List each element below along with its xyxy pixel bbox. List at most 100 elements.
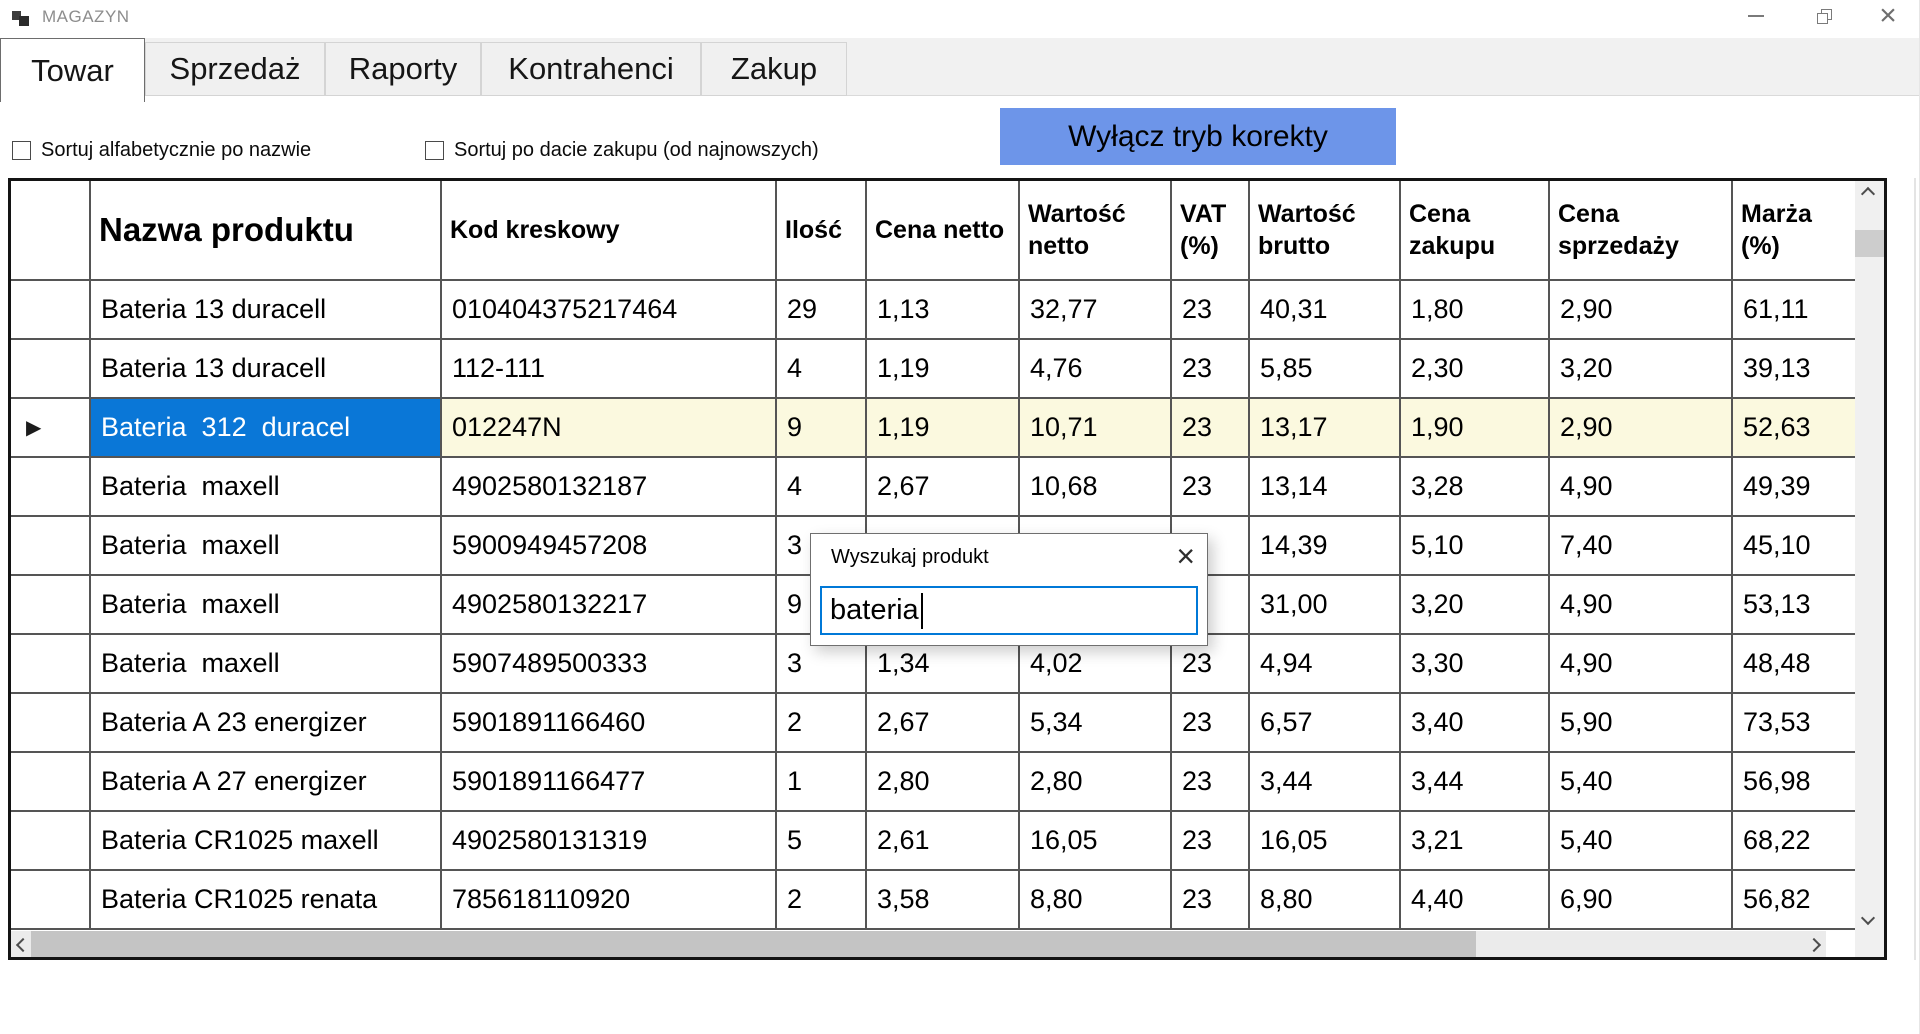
restore-button[interactable] xyxy=(1801,0,1847,32)
tab-sprzedaz[interactable]: Sprzedaż xyxy=(145,42,325,96)
tab-zakup[interactable]: Zakup xyxy=(701,42,847,96)
cell-wartosc-brutto[interactable]: 3,44 xyxy=(1250,753,1401,810)
cell-cena-zakupu[interactable]: 4,40 xyxy=(1401,871,1550,928)
cell-wartosc-brutto[interactable]: 13,17 xyxy=(1250,399,1401,456)
cell-cena-sprzedazy[interactable]: 5,40 xyxy=(1550,812,1733,869)
row-header-cell[interactable] xyxy=(11,694,91,751)
cell-cena-zakupu[interactable]: 2,30 xyxy=(1401,340,1550,397)
row-header-cell[interactable] xyxy=(11,576,91,633)
cell-cena-netto[interactable]: 1,19 xyxy=(867,399,1020,456)
cell-cena-sprzedazy[interactable]: 5,90 xyxy=(1550,694,1733,751)
cell-cena-netto[interactable]: 2,80 xyxy=(867,753,1020,810)
header-row-selector[interactable] xyxy=(11,181,91,279)
cell-marza[interactable]: 53,13 xyxy=(1743,589,1811,619)
vertical-scrollbar-thumb[interactable] xyxy=(1855,230,1884,257)
cell-cena-zakupu[interactable]: 1,90 xyxy=(1401,399,1550,456)
row-header-cell[interactable] xyxy=(11,517,91,574)
horizontal-scrollbar-thumb[interactable] xyxy=(31,931,1476,957)
row-header-cell[interactable]: ▶ xyxy=(11,399,91,456)
cell-marza[interactable]: 45,10 xyxy=(1743,530,1811,560)
cell-nazwa-produktu[interactable]: Bateria 13 duracell xyxy=(91,281,442,338)
close-button[interactable]: × xyxy=(1879,0,1897,32)
search-input[interactable]: bateria xyxy=(820,586,1198,635)
cell-wartosc-netto[interactable]: 10,68 xyxy=(1020,458,1172,515)
cell-ilosc[interactable]: 1 xyxy=(777,753,867,810)
cell-wartosc-brutto[interactable]: 14,39 xyxy=(1250,517,1401,574)
cell-wartosc-brutto[interactable]: 8,80 xyxy=(1250,871,1401,928)
header-cena-sprzedazy[interactable]: Cena sprzedaży xyxy=(1550,181,1733,279)
cell-nazwa-produktu[interactable]: Bateria CR1025 maxell xyxy=(91,812,442,869)
cell-nazwa-produktu[interactable]: Bateria 312 duracel xyxy=(91,399,442,456)
cell-cena-netto[interactable]: 3,58 xyxy=(867,871,1020,928)
cell-ilosc[interactable]: 2 xyxy=(777,871,867,928)
cell-vat[interactable]: 23 xyxy=(1172,340,1250,397)
header-vat[interactable]: VAT (%) xyxy=(1172,181,1250,279)
row-header-cell[interactable] xyxy=(11,340,91,397)
cell-cena-netto[interactable]: 2,67 xyxy=(867,458,1020,515)
cell-marza[interactable]: 56,82 xyxy=(1743,884,1811,914)
table-row[interactable]: ▶ Bateria 312 duracel 012247N 9 1,19 10,… xyxy=(11,399,1884,458)
row-header-cell[interactable] xyxy=(11,871,91,928)
disable-correction-mode-button[interactable]: Wyłącz tryb korekty xyxy=(1000,108,1396,165)
header-cena-netto[interactable]: Cena netto xyxy=(867,181,1020,279)
cell-vat[interactable]: 23 xyxy=(1172,753,1250,810)
row-header-cell[interactable] xyxy=(11,635,91,692)
cell-cena-zakupu[interactable]: 3,21 xyxy=(1401,812,1550,869)
cell-wartosc-brutto[interactable]: 16,05 xyxy=(1250,812,1401,869)
cell-wartosc-netto[interactable]: 4,02 xyxy=(1020,635,1172,692)
cell-kod-kreskowy[interactable]: 785618110920 xyxy=(442,871,777,928)
cell-wartosc-netto[interactable]: 2,80 xyxy=(1020,753,1172,810)
cell-vat[interactable]: 23 xyxy=(1172,281,1250,338)
cell-nazwa-produktu[interactable]: Bateria maxell xyxy=(91,458,442,515)
cell-cena-zakupu[interactable]: 3,44 xyxy=(1401,753,1550,810)
cell-vat[interactable]: 23 xyxy=(1172,458,1250,515)
cell-vat[interactable]: 23 xyxy=(1172,812,1250,869)
cell-nazwa-produktu[interactable]: Bateria maxell xyxy=(91,635,442,692)
minimize-button[interactable] xyxy=(1733,0,1779,32)
cell-ilosc[interactable]: 3 xyxy=(777,635,867,692)
cell-cena-sprzedazy[interactable]: 4,90 xyxy=(1550,458,1733,515)
cell-nazwa-produktu[interactable]: Bateria A 27 energizer xyxy=(91,753,442,810)
cell-cena-zakupu[interactable]: 1,80 xyxy=(1401,281,1550,338)
table-row[interactable]: Bateria A 27 energizer 5901891166477 1 2… xyxy=(11,753,1884,812)
cell-wartosc-netto[interactable]: 16,05 xyxy=(1020,812,1172,869)
header-nazwa-produktu[interactable]: Nazwa produktu xyxy=(91,181,442,279)
cell-cena-sprzedazy[interactable]: 4,90 xyxy=(1550,576,1733,633)
cell-vat[interactable]: 23 xyxy=(1172,871,1250,928)
cell-ilosc[interactable]: 29 xyxy=(777,281,867,338)
header-cena-zakupu[interactable]: Cena zakupu xyxy=(1401,181,1550,279)
cell-cena-sprzedazy[interactable]: 7,40 xyxy=(1550,517,1733,574)
sort-by-date-checkbox[interactable]: Sortuj po dacie zakupu (od najnowszych) xyxy=(425,138,819,162)
cell-cena-sprzedazy[interactable]: 4,90 xyxy=(1550,635,1733,692)
cell-wartosc-brutto[interactable]: 13,14 xyxy=(1250,458,1401,515)
cell-cena-sprzedazy[interactable]: 3,20 xyxy=(1550,340,1733,397)
cell-cena-zakupu[interactable]: 5,10 xyxy=(1401,517,1550,574)
cell-kod-kreskowy[interactable]: 4902580132187 xyxy=(442,458,777,515)
cell-cena-zakupu[interactable]: 3,20 xyxy=(1401,576,1550,633)
cell-ilosc[interactable]: 2 xyxy=(777,694,867,751)
cell-marza[interactable]: 48,48 xyxy=(1743,648,1811,678)
table-row[interactable]: Bateria 13 duracell 112-111 4 1,19 4,76 … xyxy=(11,340,1884,399)
header-wartosc-brutto[interactable]: Wartość brutto xyxy=(1250,181,1401,279)
cell-ilosc[interactable]: 9 xyxy=(777,399,867,456)
cell-nazwa-produktu[interactable]: Bateria 13 duracell xyxy=(91,340,442,397)
cell-kod-kreskowy[interactable]: 012247N xyxy=(442,399,777,456)
row-header-cell[interactable] xyxy=(11,458,91,515)
cell-wartosc-netto[interactable]: 5,34 xyxy=(1020,694,1172,751)
cell-cena-sprzedazy[interactable]: 5,40 xyxy=(1550,753,1733,810)
cell-nazwa-produktu[interactable]: Bateria maxell xyxy=(91,517,442,574)
scroll-left-icon[interactable] xyxy=(15,937,31,953)
cell-cena-netto[interactable]: 2,67 xyxy=(867,694,1020,751)
cell-marza[interactable]: 52,63 xyxy=(1733,399,1855,456)
table-row[interactable]: Bateria maxell 4902580132187 4 2,67 10,6… xyxy=(11,458,1884,517)
cell-wartosc-brutto[interactable]: 4,94 xyxy=(1250,635,1401,692)
cell-kod-kreskowy[interactable]: 5901891166477 xyxy=(442,753,777,810)
table-row[interactable]: Bateria 13 duracell 010404375217464 29 1… xyxy=(11,281,1884,340)
header-ilosc[interactable]: Ilość xyxy=(777,181,867,279)
cell-wartosc-netto[interactable]: 4,76 xyxy=(1020,340,1172,397)
cell-kod-kreskowy[interactable]: 5901891166460 xyxy=(442,694,777,751)
cell-marza[interactable]: 73,53 xyxy=(1743,707,1811,737)
cell-cena-netto[interactable]: 2,61 xyxy=(867,812,1020,869)
row-header-cell[interactable] xyxy=(11,812,91,869)
cell-marza[interactable]: 61,11 xyxy=(1743,294,1809,324)
